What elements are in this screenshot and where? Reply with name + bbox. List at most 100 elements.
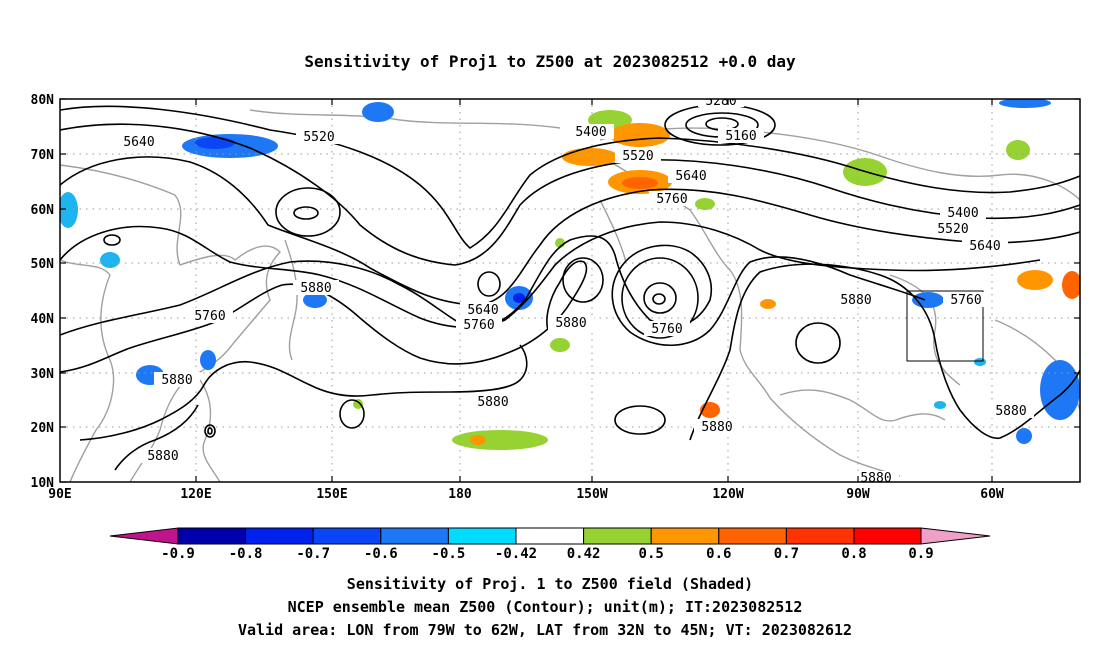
colorbar-left-arrow	[109, 527, 179, 545]
lat-label: 60N	[31, 203, 55, 218]
contour-label: 5880	[154, 372, 200, 388]
contour-label: 5520	[930, 221, 976, 237]
colorbar-cell	[312, 527, 382, 545]
colorbar-cell	[650, 527, 720, 545]
lon-label: 90W	[846, 487, 870, 502]
contour-label: 5880	[140, 448, 186, 464]
colorbar-label: 0.7	[774, 546, 799, 562]
colorbar-label: -0.9	[161, 546, 195, 562]
colorbar-label: 0.9	[908, 546, 933, 562]
svg-text:5760: 5760	[950, 293, 981, 308]
sensitivity-shading	[60, 99, 1080, 450]
lon-label: 150E	[316, 487, 347, 502]
colorbar-cell	[177, 527, 247, 545]
caption-line-1: Sensitivity of Proj. 1 to Z500 field (Sh…	[347, 575, 753, 593]
contour-label: 5280	[698, 94, 744, 109]
colorbar-label: -0.8	[229, 546, 263, 562]
colorbar-label: 0.6	[706, 546, 731, 562]
colorbar-cell	[785, 527, 855, 545]
svg-text:5520: 5520	[303, 130, 334, 145]
svg-text:5160: 5160	[725, 129, 756, 144]
colorbar-cell	[447, 527, 517, 545]
lat-label: 30N	[31, 367, 55, 382]
contour-label: 5640	[668, 168, 714, 184]
lon-label: 150W	[576, 487, 607, 502]
lat-label: 10N	[31, 476, 55, 491]
svg-text:5880: 5880	[995, 404, 1026, 419]
colorbar-labels: -0.9 -0.8 -0.7 -0.6 -0.5 -0.42 0.42 0.5 …	[161, 546, 934, 562]
svg-text:5640: 5640	[123, 135, 154, 150]
colorbar-label: 0.42	[567, 546, 601, 562]
lat-labels: 80N 70N 60N 50N 40N 30N 20N 10N	[31, 93, 55, 491]
svg-text:5760: 5760	[463, 318, 494, 333]
lat-label: 20N	[31, 421, 55, 436]
contour-label: 5760	[649, 191, 695, 207]
svg-text:5640: 5640	[467, 303, 498, 318]
contour-label: 5400	[568, 124, 614, 140]
svg-text:5880: 5880	[701, 420, 732, 435]
lon-label: 120W	[712, 487, 743, 502]
svg-text:5520: 5520	[937, 222, 968, 237]
caption-line-3: Valid area: LON from 79W to 62W, LAT fro…	[238, 621, 852, 639]
contour-label: 5640	[962, 238, 1008, 254]
svg-text:5880: 5880	[477, 395, 508, 410]
colorbar-label: -0.5	[432, 546, 466, 562]
lat-label: 80N	[31, 93, 55, 108]
colorbar-cell	[380, 527, 449, 545]
svg-text:5400: 5400	[575, 125, 606, 140]
contour-label: 5760	[187, 308, 233, 324]
lat-label: 70N	[31, 148, 55, 163]
colorbar-label: 0.5	[639, 546, 664, 562]
map-panel: 5640 5520 5400 5280 5160 5520 5640 5760 …	[31, 93, 1081, 502]
svg-text:5640: 5640	[969, 239, 1000, 254]
colorbar-cell	[853, 527, 922, 545]
contour-label: 5880	[548, 315, 594, 331]
lon-label: 90E	[48, 487, 71, 502]
svg-text:5760: 5760	[651, 322, 682, 337]
map-frame	[59, 98, 1081, 483]
z500-contours	[60, 104, 1080, 471]
contour-label: 5640	[460, 302, 506, 318]
colorbar-right-arrow	[920, 527, 991, 545]
contour-label: 5760	[943, 292, 989, 308]
colorbar-label: -0.6	[364, 546, 398, 562]
contour-label: 5640	[116, 134, 162, 150]
contour-label: 5520	[296, 129, 342, 145]
contour-label: 5760	[644, 321, 690, 337]
lon-labels: 90E 120E 150E 180 150W 120W 90W 60W	[48, 487, 1004, 502]
axis-ticks	[60, 98, 1080, 483]
svg-text:5400: 5400	[947, 206, 978, 221]
contour-label: 5160	[718, 128, 764, 144]
svg-text:5880: 5880	[161, 373, 192, 388]
svg-text:5880: 5880	[300, 281, 331, 296]
svg-text:5760: 5760	[656, 192, 687, 207]
contour-labels: 5640 5520 5400 5280 5160 5520 5640 5760 …	[116, 94, 1034, 486]
contour-label: 5400	[940, 205, 986, 221]
colorbar-cell	[583, 527, 652, 545]
svg-text:5280: 5280	[705, 94, 736, 109]
lon-label: 120E	[180, 487, 211, 502]
colorbar-label: -0.7	[296, 546, 330, 562]
colorbar: -0.9 -0.8 -0.7 -0.6 -0.5 -0.42 0.42 0.5 …	[109, 527, 991, 562]
caption-line-2: NCEP ensemble mean Z500 (Contour); unit(…	[288, 598, 803, 616]
svg-text:5880: 5880	[147, 449, 178, 464]
colorbar-cell	[718, 527, 787, 545]
valid-area-box	[906, 290, 984, 362]
svg-text:5880: 5880	[860, 471, 891, 486]
contour-label: 5880	[853, 471, 899, 486]
lon-label: 60W	[980, 487, 1004, 502]
map-title: Sensitivity of Proj1 to Z500 at 20230825…	[304, 52, 796, 71]
colorbar-label: -0.42	[495, 546, 537, 562]
colorbar-cell	[245, 527, 314, 545]
svg-text:5880: 5880	[555, 316, 586, 331]
svg-text:5880: 5880	[840, 293, 871, 308]
contour-label: 5880	[833, 292, 879, 308]
contour-label: 5520	[615, 148, 661, 164]
svg-text:5760: 5760	[194, 309, 225, 324]
contour-label: 5880	[293, 280, 339, 296]
colorbar-label: 0.8	[841, 546, 866, 562]
contour-label: 5880	[470, 394, 516, 410]
contour-label: 5760	[456, 317, 502, 333]
svg-text:5640: 5640	[675, 169, 706, 184]
